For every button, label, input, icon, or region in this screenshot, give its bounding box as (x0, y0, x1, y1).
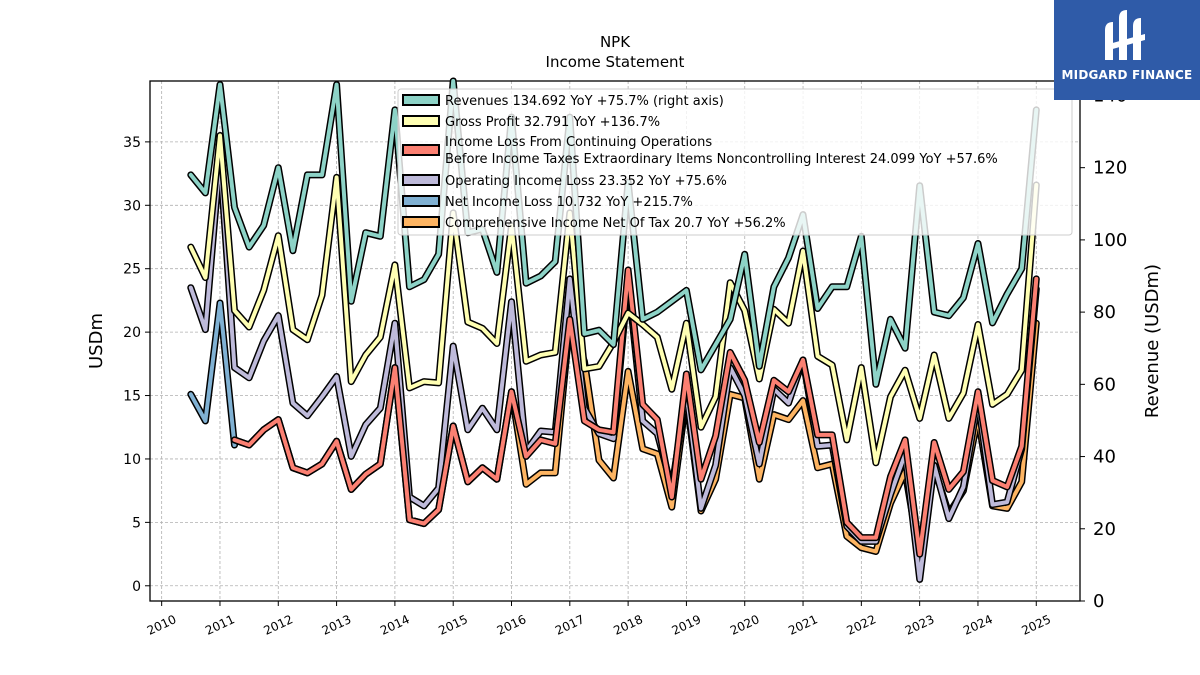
y-right-tick-label: 0 (1093, 591, 1104, 612)
x-tick-label: 2019 (670, 612, 704, 638)
y-right-tick-label: 100 (1093, 230, 1127, 251)
y-left-tick-label: 35 (123, 135, 141, 151)
y-right-tick-label: 80 (1093, 302, 1116, 323)
legend-entry: Comprehensive Income Net Of Tax 20.7 YoY… (445, 216, 786, 231)
chart-subtitle: Income Statement (546, 53, 685, 71)
legend-swatch (402, 174, 440, 186)
series-line-operating-income-loss (188, 155, 1039, 582)
x-tick-label: 2013 (320, 612, 354, 638)
y-right-tick-label: 20 (1093, 519, 1116, 540)
chart-title: NPK (600, 33, 631, 51)
legend-swatch (402, 115, 440, 127)
x-tick-label: 2016 (495, 612, 529, 638)
x-tick-label: 2010 (145, 612, 179, 638)
x-tick-label: 2015 (436, 612, 470, 638)
legend-swatch (402, 144, 440, 156)
legend-entry: Net Income Loss 10.732 YoY +215.7% (445, 195, 693, 210)
x-tick-label: 2017 (553, 612, 587, 638)
y-axis-label-right: Revenue (USDm) (1142, 264, 1163, 418)
x-tick-label: 2022 (845, 612, 879, 638)
x-tick-label: 2025 (1019, 612, 1053, 638)
y-left-tick-label: 0 (132, 579, 141, 595)
series-lines (187, 77, 1040, 583)
y-left-tick-label: 25 (123, 262, 141, 278)
y-left-tick-label: 30 (123, 198, 141, 214)
series-line-net-income-loss (188, 301, 237, 447)
x-tick-label: 2011 (203, 612, 237, 638)
x-tick-label: 2018 (611, 612, 645, 638)
x-tick-label: 2021 (786, 612, 820, 638)
legend-entry: Revenues 134.692 YoY +75.7% (right axis) (445, 94, 724, 109)
x-tick-label: 2020 (728, 612, 762, 638)
legend-box (397, 88, 1073, 236)
series-line-income-loss-from-continuing-operations-before-income-taxes-extraordinary-items-noncontrolling-interest (232, 268, 1039, 557)
y-right-tick-label: 120 (1093, 158, 1127, 179)
legend-entry: Income Loss From Continuing Operations (445, 135, 712, 150)
legend-entry: Gross Profit 32.791 YoY +136.7% (445, 115, 660, 130)
legend-swatch (402, 195, 440, 207)
series-line-revenues (188, 79, 1039, 387)
y-left-tick-label: 15 (123, 389, 141, 405)
plot-frame (149, 80, 1081, 602)
y-left-tick-label: 20 (123, 325, 141, 341)
y-right-tick-label: 60 (1093, 374, 1116, 395)
legend-swatch (402, 94, 440, 106)
y-right-tick-label: 40 (1093, 447, 1116, 468)
brand-logo: MIDGARD FINANCE (1054, 0, 1200, 100)
y-axis-label-left: USDm (86, 313, 107, 369)
logo-text: MIDGARD FINANCE (1061, 68, 1193, 82)
legend-entry: Before Income Taxes Extraordinary Items … (445, 152, 998, 167)
legend: Revenues 134.692 YoY +75.7% (right axis)… (397, 88, 1073, 236)
x-tick-label: 2023 (903, 612, 937, 638)
x-tick-label: 2024 (961, 612, 995, 638)
y-left-tick-label: 5 (132, 515, 141, 531)
legend-swatch (402, 216, 440, 228)
x-tick-label: 2014 (378, 612, 412, 638)
logo-mark-icon (1105, 10, 1145, 60)
y-left-tick-label: 10 (123, 452, 141, 468)
legend-entry: Operating Income Loss 23.352 YoY +75.6% (445, 174, 727, 189)
x-tick-label: 2012 (261, 612, 295, 638)
